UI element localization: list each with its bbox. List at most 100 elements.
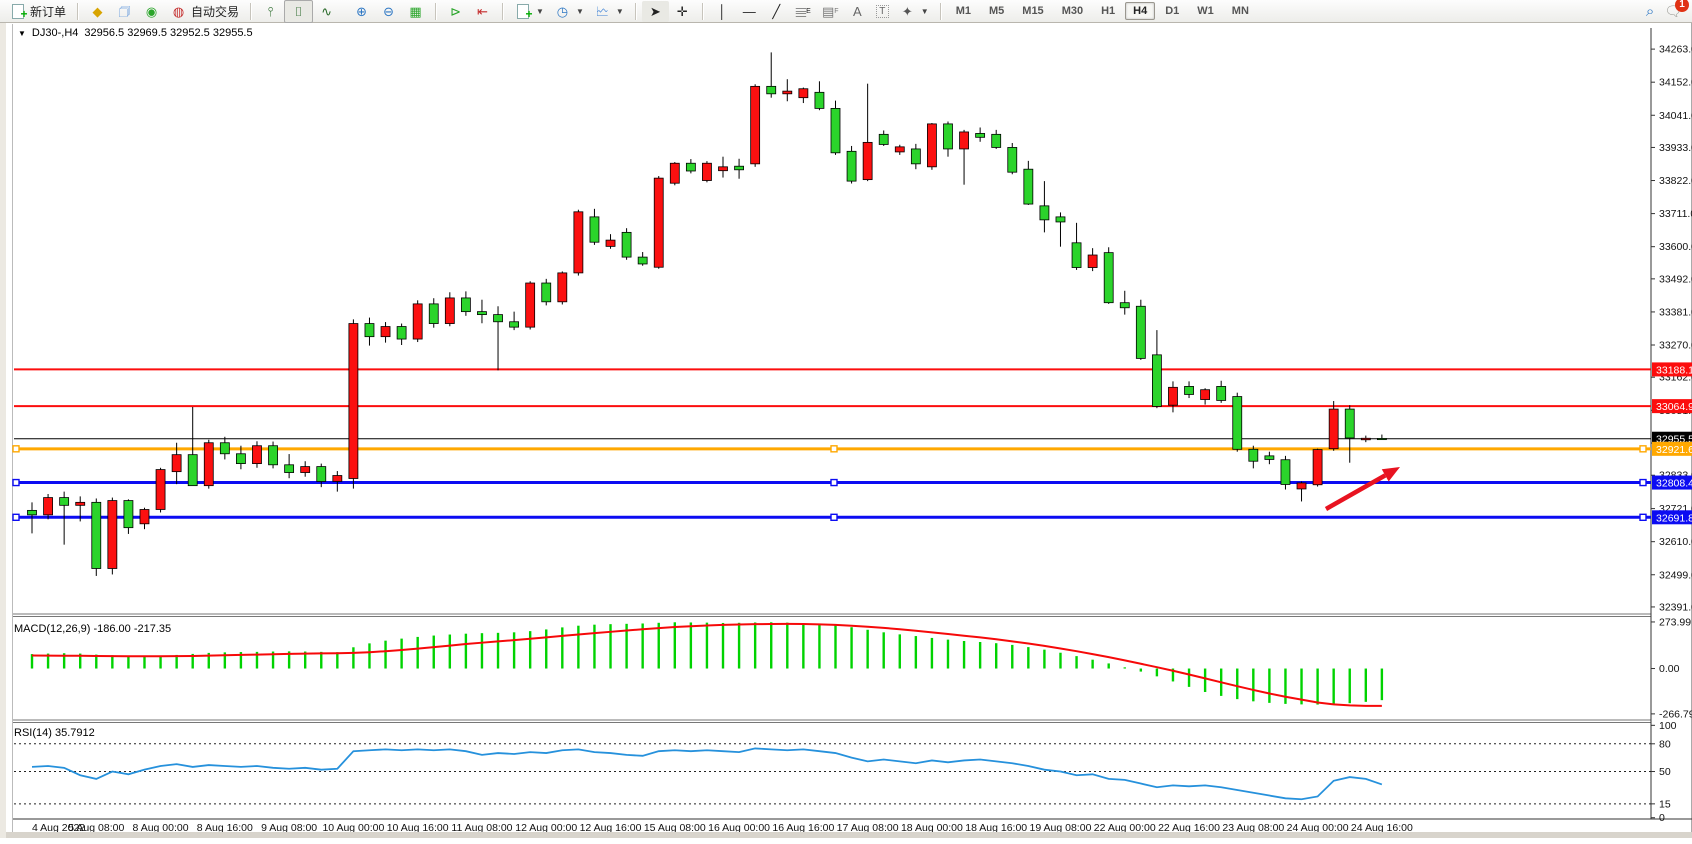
chart-shift-button[interactable]: ⇤	[469, 1, 496, 22]
chart-symbol-period: DJ30-,H4	[31, 27, 79, 39]
history-button[interactable]: 🗇	[111, 1, 138, 22]
line-handle[interactable]	[12, 513, 20, 522]
rsi-tick-label: 80	[1659, 738, 1671, 750]
date-label: 22 Aug 16:00	[1158, 822, 1220, 834]
fibonacci-fan-tool[interactable]: ▤ F	[817, 1, 844, 22]
price-tick-label: 33270.0	[1659, 340, 1692, 352]
arrows-tool[interactable]: ✦ ▼	[894, 1, 934, 22]
date-label: 18 Aug 16:00	[965, 822, 1027, 834]
zoom-in-button[interactable]: ⊕	[348, 1, 375, 22]
date-label: 15 Aug 08:00	[644, 822, 706, 834]
timeframe-button-W1[interactable]: W1	[1197, 5, 1214, 17]
favorites-icon: ◆	[92, 3, 103, 19]
trend-arrow-head[interactable]	[1381, 467, 1400, 482]
date-label: 24 Aug 00:00	[1287, 822, 1349, 834]
price-badge-label: 32808.4	[1656, 478, 1692, 490]
timeframe-button-H1[interactable]: H1	[1101, 5, 1116, 17]
rsi-value: 35.7912	[54, 727, 95, 739]
date-label: 23 Aug 08:00	[1222, 822, 1284, 834]
indicators-button[interactable]: 🗠 ▼	[589, 1, 629, 22]
bull-candle	[43, 497, 53, 516]
signals-button[interactable]: ◉	[138, 1, 165, 22]
bull-candle	[107, 500, 118, 569]
chart-canvas[interactable]: 34263.0 34152.0 34041.0 33933.0 33822.0 33711…	[6, 23, 1692, 838]
bear-candle	[814, 91, 825, 109]
timeframe-button-D1[interactable]: D1	[1165, 5, 1180, 17]
cursor-icon: ➤	[649, 3, 661, 19]
timeframe-button-M15[interactable]: M15	[1022, 5, 1044, 17]
crosshair-tool-button[interactable]: ✛	[669, 1, 696, 22]
auto-scroll-button[interactable]: ⊳	[442, 1, 469, 22]
timeframe-button-M30[interactable]: M30	[1061, 5, 1084, 17]
favorites-button[interactable]: ◆	[84, 1, 111, 22]
collapse-icon[interactable]: ▼	[18, 28, 26, 38]
date-label: 24 Aug 16:00	[1351, 822, 1413, 834]
toolbar-separator	[634, 2, 636, 20]
cursor-tool-button[interactable]: ➤	[641, 0, 669, 22]
price-badge-label: 32921.6	[1656, 444, 1692, 456]
price-tick-label: 33381.0	[1659, 306, 1692, 318]
toolbar-separator	[701, 2, 703, 20]
timeframe-button-M1[interactable]: M1	[955, 5, 971, 17]
bull-candle	[557, 272, 568, 303]
bar-chart-button[interactable]: ⫯	[257, 1, 284, 22]
timeframe-button-M5[interactable]: M5	[989, 5, 1005, 17]
line-handle[interactable]	[830, 513, 838, 522]
bear-candle	[91, 501, 102, 569]
bull-candle	[171, 454, 182, 473]
bear-candle	[1264, 455, 1275, 460]
bear-candle	[460, 297, 471, 313]
horizontal-line-tool[interactable]: —	[736, 1, 763, 22]
new-chart-button[interactable]: ▼	[509, 1, 549, 23]
bull-candle	[412, 303, 423, 340]
bull-candle	[525, 282, 536, 328]
chart-ohlc-readout: 32956.5 32969.5 32952.5 32955.5	[84, 27, 253, 39]
bear-candle	[1039, 205, 1050, 221]
timeframe-button-MN[interactable]: MN	[1231, 5, 1249, 17]
chart-title-bar[interactable]: ▼ DJ30-,H4 32956.5 32969.5 32952.5 32955…	[18, 27, 253, 39]
trendline-tool[interactable]: ╱	[763, 1, 790, 22]
trend-arrow-object[interactable]	[1324, 473, 1387, 511]
bear-candle	[1152, 354, 1162, 407]
line-handle[interactable]	[12, 478, 20, 487]
bull-candle	[139, 509, 150, 525]
notifications-button[interactable]: 🗨 1	[1664, 0, 1689, 20]
price-badge	[1652, 475, 1692, 490]
text-icon: A	[852, 3, 862, 19]
price-tick-label: 32610.0	[1659, 536, 1692, 548]
line-handle[interactable]	[830, 445, 838, 453]
bull-candle	[1328, 408, 1339, 450]
bear-candle	[1135, 305, 1146, 359]
window-bottom-strip	[6, 832, 1692, 838]
new-order-button[interactable]: 新订单	[4, 1, 71, 23]
line-chart-button[interactable]: ∿	[313, 1, 340, 22]
text-tool[interactable]: A	[844, 1, 871, 22]
bear-candle	[637, 256, 648, 265]
fibonacci-tool[interactable]: 𝄙 E	[790, 1, 817, 22]
bull-candle	[718, 166, 728, 172]
zoom-out-button[interactable]: ⊖	[375, 1, 402, 22]
line-handle[interactable]	[1639, 445, 1647, 453]
bear-candle	[477, 311, 487, 316]
line-handle[interactable]	[12, 445, 20, 453]
tile-windows-button[interactable]: ▦	[402, 1, 429, 22]
bull-candle	[1312, 449, 1323, 486]
bull-candle	[75, 501, 86, 506]
candlestick-chart-icon: ⌷	[294, 3, 303, 19]
search-icon[interactable]: ⌕	[1645, 2, 1655, 20]
vertical-line-tool[interactable]: │	[709, 1, 736, 22]
timeframe-button-H4[interactable]: H4	[1125, 2, 1156, 20]
candlestick-chart-button[interactable]: ⌷	[284, 0, 314, 23]
bull-candle	[380, 326, 391, 338]
text-label-tool[interactable]: T	[871, 3, 894, 20]
bear-candle	[846, 150, 857, 182]
date-label: 10 Aug 16:00	[387, 822, 449, 834]
line-handle[interactable]	[1639, 513, 1647, 522]
bull-candle	[1296, 482, 1307, 490]
bear-candle	[1280, 459, 1291, 485]
line-handle[interactable]	[830, 478, 838, 487]
auto-trading-button[interactable]: ◍ 自动交易	[165, 1, 244, 22]
line-handle[interactable]	[1639, 478, 1647, 487]
periods-button[interactable]: ◷ ▼	[549, 1, 589, 22]
